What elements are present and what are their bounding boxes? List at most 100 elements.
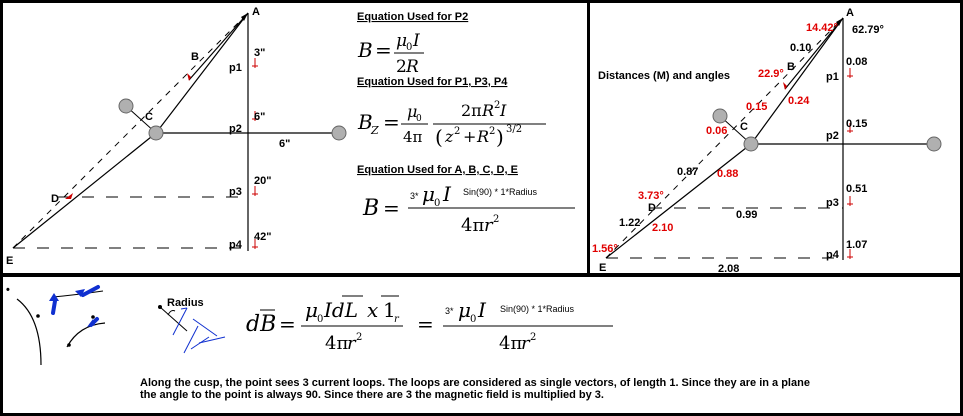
r-arrowhead-b [783, 82, 787, 90]
value-015-red: 0.15 [746, 101, 767, 113]
value-099: 0.99 [736, 209, 757, 221]
svg-text:4π: 4π [403, 128, 423, 146]
value-008: 0.08 [846, 56, 867, 68]
r-wire-circle-right [926, 136, 942, 152]
svg-text:r: r [484, 215, 494, 236]
svg-text:B: B [362, 196, 379, 221]
svg-text:r: r [521, 333, 531, 354]
value-122: 1.22 [619, 217, 640, 229]
left-diagram-panel: A B C D E p1 p2 p3 p4 3" 6" 20" 42" 6" E… [3, 3, 587, 273]
note-line-2: the angle to the point is always 90. Sin… [140, 389, 604, 401]
right-diagram-panel: Distances (M) and angles A B C D E p1 p2… [590, 3, 960, 273]
svg-text:2: 2 [454, 126, 460, 137]
svg-text:μ: μ [305, 298, 318, 322]
arrowhead-d [65, 193, 73, 199]
left-diagram-svg: A B C D E p1 p2 p3 p4 3" 6" 20" 42" 6" E… [6, 6, 575, 267]
svg-text:0: 0 [470, 314, 476, 325]
r-point-label-c: C [740, 121, 748, 133]
svg-text:μ: μ [422, 182, 435, 206]
r-measure-ticks [847, 68, 853, 259]
r-point-label-a: A [846, 7, 854, 19]
value-107: 1.07 [846, 239, 867, 251]
distance-42in: 42" [254, 231, 271, 243]
bottom-panel: • Radius dB = μ 0 IdL x 1 [3, 277, 960, 413]
svg-text:B: B [357, 38, 373, 62]
distance-3in: 3" [254, 47, 265, 59]
dashed-diagonal [12, 12, 249, 249]
svg-text:4π: 4π [499, 333, 522, 354]
measure-ticks [252, 58, 258, 249]
svg-text:2: 2 [494, 100, 500, 111]
svg-text:): ) [496, 125, 504, 149]
svg-text:=: = [383, 196, 400, 220]
svg-text:z: z [444, 127, 454, 146]
svg-text:2: 2 [530, 332, 536, 343]
point-label-a: A [252, 6, 260, 18]
p2-label: p2 [229, 123, 242, 135]
b-three-multiplier: 3* [445, 306, 454, 316]
value-087: 0.87 [677, 166, 698, 178]
note-line-1: Along the cusp, the point sees 3 current… [140, 377, 810, 389]
r-vector-b-to-a [784, 17, 844, 90]
svg-text:0: 0 [406, 42, 412, 53]
value-210: 2.10 [652, 222, 673, 234]
value-208: 2.08 [718, 263, 739, 273]
equation-p2: B = μ 0 I 2 R [357, 31, 424, 77]
r-point-label-b: B [787, 61, 795, 73]
value-010: 0.10 [790, 42, 811, 54]
r-wire-circle-center [743, 136, 759, 152]
svg-text:=: = [279, 312, 296, 336]
vector-b-to-a [188, 12, 249, 81]
svg-text:=: = [383, 110, 400, 134]
point-label-e: E [6, 255, 13, 267]
svg-text:(: ( [435, 125, 443, 149]
distance-6in-horizontal: 6" [279, 138, 290, 150]
svg-text:R: R [481, 101, 494, 120]
r-p4-label: p4 [826, 249, 840, 261]
svg-text:R: R [405, 57, 419, 77]
sin-text-left: Sin(90) * 1*Radius [463, 187, 538, 197]
three-multiplier: 3* [410, 191, 419, 201]
svg-text:x: x [367, 298, 378, 322]
eq-heading-p1p3p4: Equation Used for P1, P3, P4 [357, 76, 508, 88]
r-point-label-d: D [648, 202, 656, 214]
svg-text:2: 2 [396, 57, 407, 77]
wire-circle-right [331, 125, 347, 141]
angle-d: 3.73° [638, 190, 664, 202]
svg-text:r: r [347, 333, 357, 354]
angle-b: 22.9° [758, 68, 784, 80]
svg-text:dB: dB [246, 312, 276, 337]
svg-text:I: I [477, 298, 487, 322]
value-088: 0.88 [717, 168, 738, 180]
svg-text:μ: μ [396, 31, 407, 51]
value-051: 0.51 [846, 183, 867, 195]
svg-text:=: = [417, 312, 434, 336]
r-dashed-diagonal [605, 17, 844, 259]
svg-text:+: + [463, 127, 476, 146]
svg-text:μ: μ [458, 298, 471, 322]
svg-text:I: I [442, 182, 452, 206]
right-diagram-svg: Distances (M) and angles A B C D E p1 p2… [592, 7, 942, 273]
b-sin-text: Sin(90) * 1*Radius [500, 304, 575, 314]
svg-text:μ: μ [407, 102, 417, 121]
value-006: 0.06 [706, 125, 727, 137]
r-point-label-e: E [599, 262, 606, 273]
wire-circle-center [148, 125, 164, 141]
svg-text:Z: Z [370, 124, 379, 137]
equation-abcde: B = 3* μ 0 I Sin(90) * 1*Radius 4π r 2 [362, 182, 575, 236]
angle-e: 1.56° [592, 243, 618, 255]
r-arrowhead-a [836, 18, 843, 26]
arrowhead-b [187, 73, 191, 81]
distance-20in: 20" [254, 175, 271, 187]
svg-text:0: 0 [434, 198, 440, 209]
db-equation: dB = μ 0 IdL x 1 r 4π r 2 = 3* μ 0 I Sin… [246, 295, 613, 354]
svg-text:B: B [357, 110, 373, 134]
p4-label: p4 [229, 239, 243, 251]
svg-text:0: 0 [416, 114, 422, 124]
r-p2-label: p2 [826, 130, 839, 142]
eq-heading-p2: Equation Used for P2 [357, 11, 468, 23]
angle-a-black: 62.79° [852, 24, 884, 36]
svg-text:R: R [476, 127, 489, 146]
angle-a-red: 14.42° [806, 22, 838, 34]
radius-sketch: Radius [158, 297, 226, 354]
